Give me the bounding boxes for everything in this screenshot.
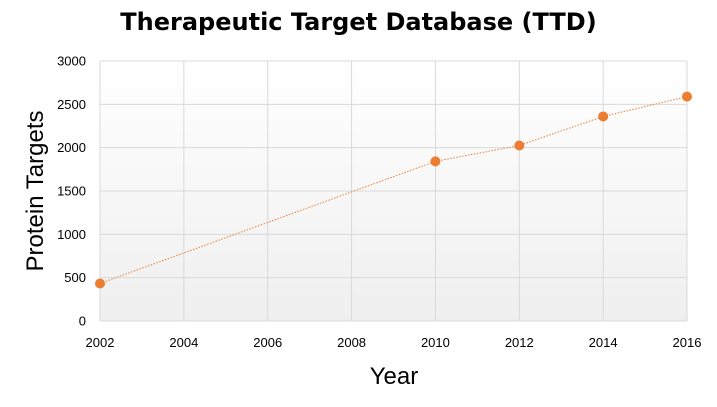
x-tick-label: 2010 [421, 335, 450, 350]
data-point [682, 91, 692, 102]
x-axis-title: Year [370, 363, 419, 390]
x-tick-label: 2016 [673, 335, 702, 350]
series-layer [95, 91, 692, 289]
x-tick-label: 2002 [86, 335, 115, 350]
x-tick-label: 2004 [169, 335, 198, 350]
y-tick-label: 1000 [57, 227, 86, 242]
y-tick-label: 3000 [57, 54, 86, 69]
data-point [598, 111, 609, 122]
x-tick-labels: 2002 2004 2006 2008 2010 2012 2014 2016 [86, 335, 702, 350]
y-tick-labels: 0 500 1000 1500 2000 2500 3000 [57, 54, 86, 329]
x-tick-label: 2014 [589, 335, 618, 350]
x-tick-label: 2006 [253, 335, 282, 350]
y-tick-label: 1500 [57, 184, 86, 199]
data-point [95, 278, 105, 289]
y-axis-title: Protein Targets [22, 111, 49, 272]
x-tick-label: 2008 [337, 335, 366, 350]
y-tick-label: 0 [79, 314, 86, 329]
grid-layer [99, 60, 688, 322]
x-tick-label: 2012 [505, 335, 534, 350]
y-tick-label: 500 [64, 270, 86, 285]
y-tick-label: 2500 [57, 97, 86, 112]
data-point [430, 156, 441, 167]
y-tick-label: 2000 [57, 140, 86, 155]
chart-title: Therapeutic Target Database (TTD) [120, 8, 597, 36]
data-point [514, 140, 525, 151]
